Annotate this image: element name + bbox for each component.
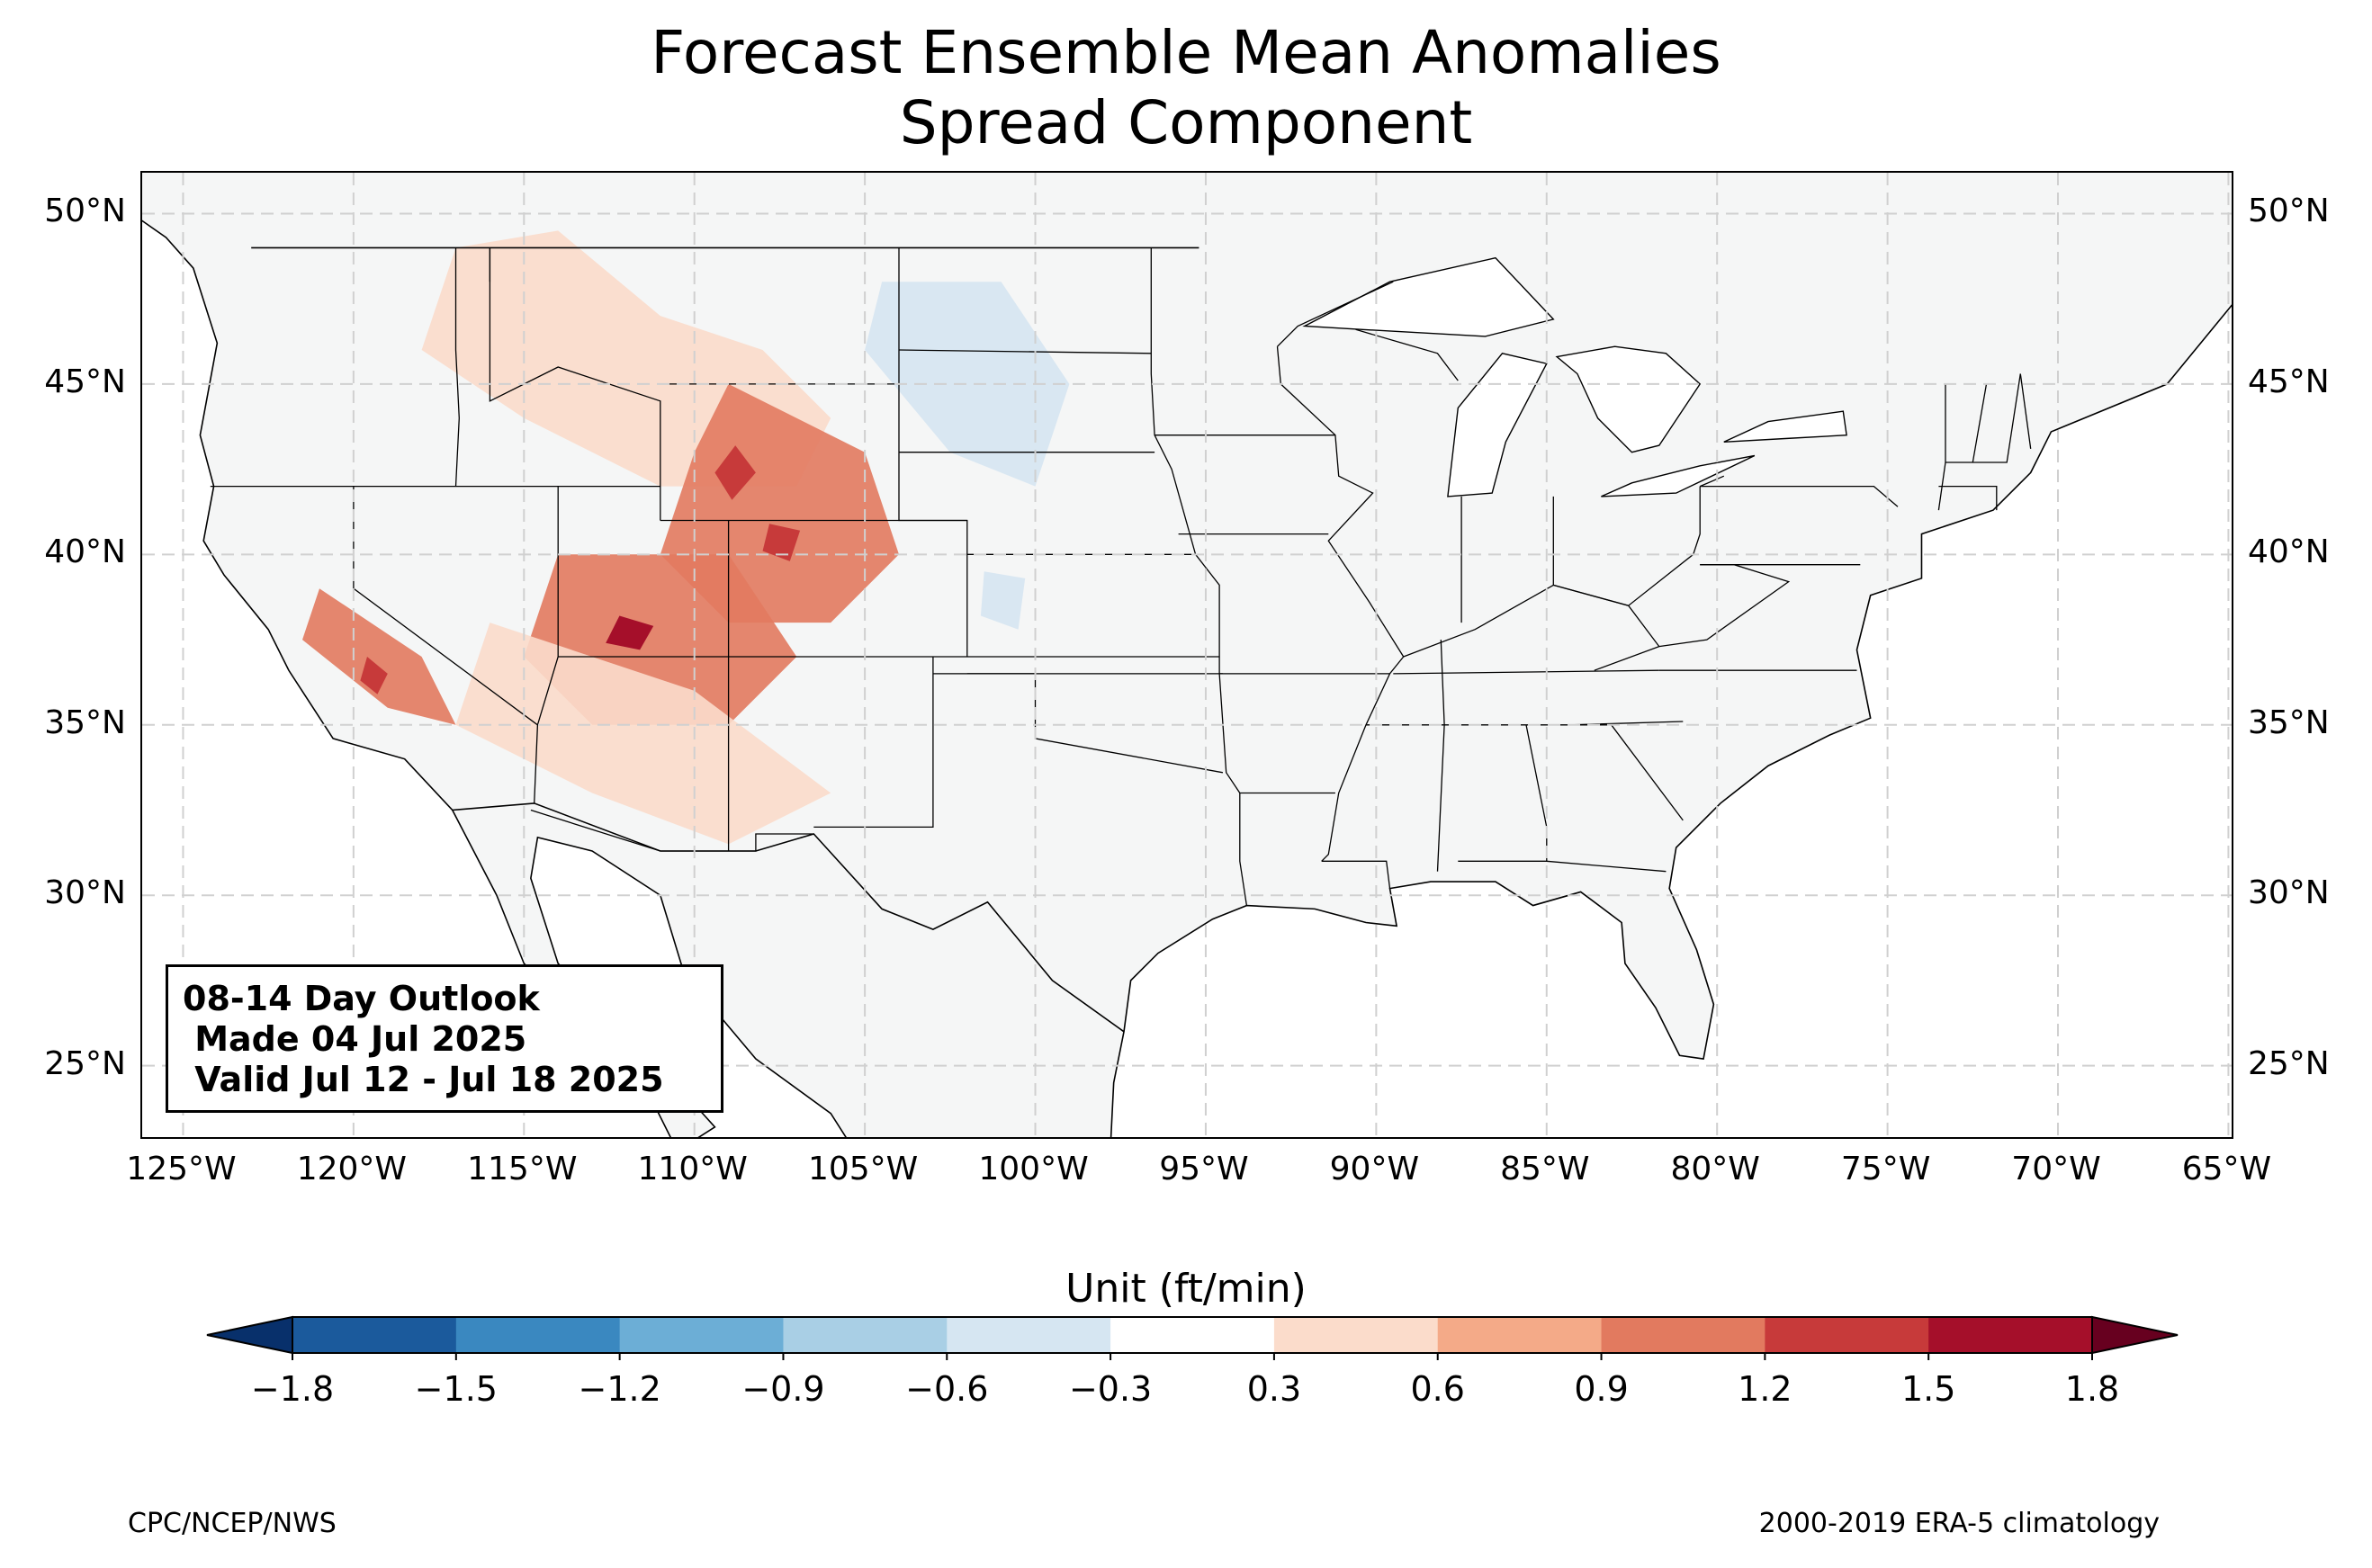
state-boundary-45: [1945, 373, 2021, 463]
colorbar-tick-label: 1.5: [1900, 1369, 1956, 1409]
state-boundary-27: [1355, 328, 1459, 381]
colorbar-tick-label: −0.6: [905, 1369, 989, 1409]
lat-label-left: 45°N: [44, 363, 126, 400]
lon-label: 90°W: [1329, 1151, 1420, 1187]
anomaly-area-3: [302, 588, 456, 725]
lon-label: 70°W: [2011, 1151, 2101, 1187]
state-boundary-36: [1546, 860, 1667, 873]
colorbar-segment: [292, 1317, 457, 1353]
lon-label: 100°W: [978, 1151, 1089, 1187]
us-mexico-border: [452, 802, 1125, 1033]
colorbar-outline: [292, 1316, 2093, 1354]
colorbar-tick-label: −1.8: [250, 1369, 335, 1409]
lat-label-right: 50°N: [2248, 193, 2330, 230]
anomaly-core-colorado: [762, 524, 801, 561]
lon-label: 115°W: [467, 1151, 578, 1187]
lat-label-left: 40°N: [44, 533, 126, 571]
lat-label-right: 40°N: [2248, 533, 2330, 571]
state-boundary-4: [534, 486, 559, 803]
colorbar-segment: [455, 1317, 621, 1353]
colorbar-segment: [1928, 1317, 2093, 1353]
lake-erie: [1601, 454, 1756, 497]
colorbar-segment: [619, 1317, 784, 1353]
lon-label: 80°W: [1670, 1151, 1760, 1187]
anomaly-core-sierra: [360, 657, 388, 694]
colorbar-tick-label: 0.9: [1574, 1369, 1629, 1409]
state-boundary-43: [1699, 475, 1725, 488]
colorbar-tick-label: 0.6: [1410, 1369, 1465, 1409]
lat-label-left: 50°N: [44, 193, 126, 230]
map-subtitle: Spread Component: [899, 88, 1473, 157]
lon-label: 120°W: [296, 1151, 408, 1187]
state-boundary-26: [1321, 860, 1391, 889]
state-boundary-24: [1277, 281, 1394, 347]
anomaly-core-utah: [606, 615, 654, 650]
colorbar: [206, 1315, 2179, 1360]
lon-label: 110°W: [637, 1151, 748, 1187]
state-boundary-48: [1972, 383, 1988, 463]
colorbar-tick-label: −0.9: [741, 1369, 825, 1409]
lat-label-left: 30°N: [44, 874, 126, 912]
anomaly-area-4: [455, 623, 831, 845]
colorbar-title: Unit (ft/min): [1065, 1266, 1307, 1312]
colorbar-segment: [1437, 1317, 1603, 1353]
lon-label: 85°W: [1500, 1151, 1590, 1187]
colorbar-tick-label: −1.2: [578, 1369, 661, 1409]
lat-label-right: 30°N: [2248, 874, 2330, 912]
state-boundary-35: [1458, 724, 1548, 862]
colorbar-segment: [1765, 1317, 1929, 1353]
lon-label: 95°W: [1159, 1151, 1249, 1187]
lat-label-left: 35°N: [44, 703, 126, 741]
colorbar-segment: [1110, 1317, 1275, 1353]
colorbar-tick-label: −0.3: [1068, 1369, 1153, 1409]
state-boundary-13: [898, 349, 1152, 354]
lon-label: 125°W: [126, 1151, 237, 1187]
state-boundary-32: [1403, 584, 1660, 658]
map-title: Forecast Ensemble Mean Anomalies: [651, 18, 1721, 87]
map-canvas: [142, 173, 2232, 1137]
lat-label-right: 25°N: [2248, 1044, 2330, 1082]
state-boundary-3: [489, 247, 661, 521]
state-boundary-0: [454, 247, 460, 487]
state-boundary-19: [1150, 247, 1248, 906]
lake-superior: [1302, 256, 1555, 337]
anomaly-area-5: [865, 282, 1070, 487]
anomaly-core-wyoming: [714, 445, 756, 500]
colorbar-segment: [947, 1317, 1111, 1353]
colorbar-extend-high: [2091, 1315, 2179, 1355]
colorbar-tick-label: −1.5: [414, 1369, 498, 1409]
state-boundary-25: [1276, 346, 1405, 862]
footer-climatology: 2000-2019 ERA-5 climatology: [1758, 1508, 2160, 1539]
colorbar-segment: [783, 1317, 948, 1353]
state-boundary-37: [1611, 724, 1684, 821]
state-boundary-46: [1938, 485, 1998, 511]
colorbar-tick-label: 1.8: [2064, 1369, 2120, 1409]
lon-label: 105°W: [807, 1151, 919, 1187]
lon-label: 75°W: [1840, 1151, 1931, 1187]
state-boundary-42: [1700, 485, 1899, 507]
lat-label-left: 25°N: [44, 1044, 126, 1082]
footer-source: CPC/NCEP/NWS: [128, 1508, 337, 1539]
lake-huron: [1555, 345, 1702, 453]
state-boundary-11: [813, 657, 934, 829]
lake-michigan: [1447, 353, 1548, 497]
state-boundary-47: [2019, 373, 2032, 449]
lat-label-right: 45°N: [2248, 363, 2330, 400]
anomaly-area-6: [980, 571, 1026, 630]
outlook-valid-dates: Valid Jul 12 - Jul 18 2025: [183, 1060, 664, 1099]
outlook-period: 08-14 Day Outlook: [183, 979, 540, 1018]
outlook-made-date: Made 04 Jul 2025: [183, 1019, 527, 1059]
colorbar-segment: [1273, 1317, 1439, 1353]
colorbar-extend-low: [206, 1315, 293, 1355]
colorbar-tick-label: 0.3: [1246, 1369, 1302, 1409]
state-boundary-33: [1393, 669, 1659, 675]
lat-label-right: 35°N: [2248, 703, 2330, 741]
lon-label: 65°W: [2181, 1151, 2272, 1187]
colorbar-tick-label: 1.2: [1738, 1369, 1792, 1409]
lake-ontario: [1723, 410, 1847, 443]
colorbar-segment: [1601, 1317, 1766, 1353]
outlook-info-box: 08-14 Day Outlook Made 04 Jul 2025 Valid…: [166, 964, 723, 1113]
